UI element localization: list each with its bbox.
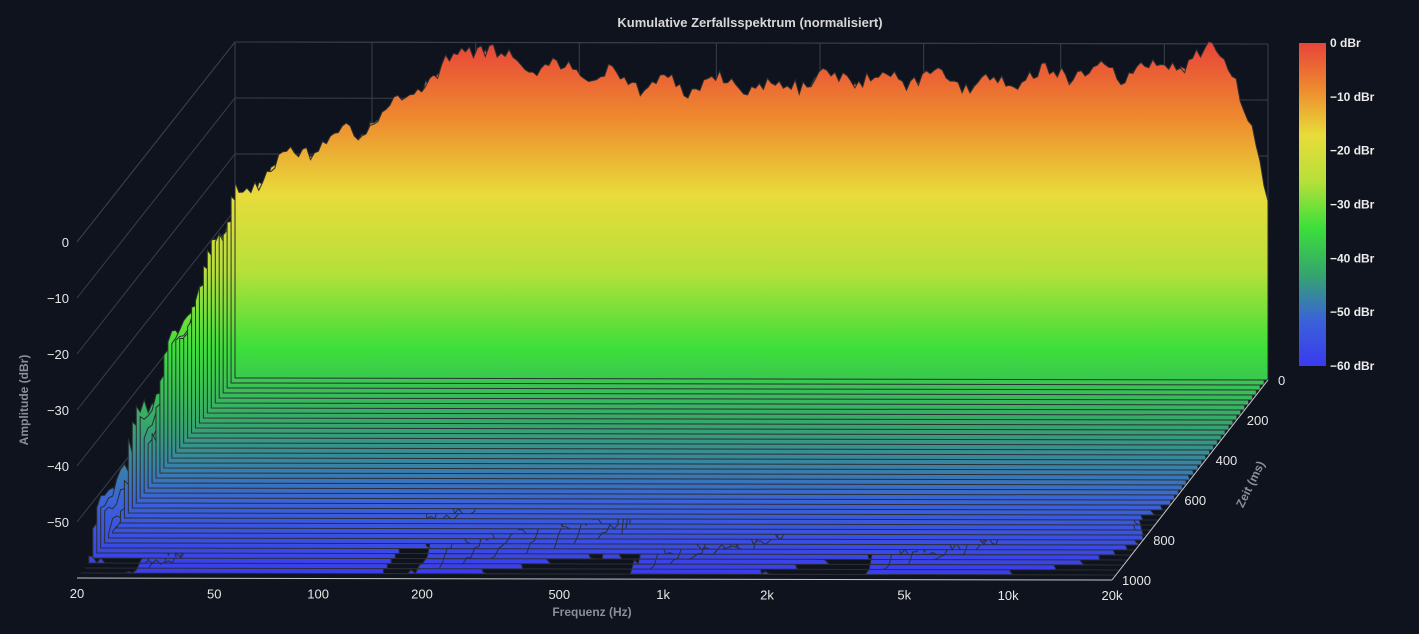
colorbar-tick-label: 0 dBr bbox=[1330, 36, 1361, 50]
colorbar-tick-label: −40 dBr bbox=[1330, 251, 1375, 265]
colorbar-tick-labels: 0 dBr −10 dBr −20 dBr −30 dBr −40 dBr −50 dBr… bbox=[1330, 36, 1375, 373]
z-tick-label: 1000 bbox=[1122, 573, 1151, 588]
x-tick-label: 2k bbox=[760, 587, 774, 602]
z-tick-label: 400 bbox=[1216, 453, 1238, 468]
y-tick-label: 0 bbox=[62, 235, 69, 250]
decay-slice-0ms bbox=[234, 41, 1269, 381]
z-tick-label: 800 bbox=[1153, 533, 1175, 548]
z-tick-label: 0 bbox=[1278, 373, 1285, 388]
x-tick-label: 200 bbox=[411, 587, 433, 602]
decay-slices bbox=[80, 41, 1269, 576]
front-axes bbox=[76, 379, 1269, 581]
colorbar-tick-label: −20 dBr bbox=[1330, 144, 1375, 158]
chart-title: Kumulative Zerfallsspektrum (normalisier… bbox=[617, 15, 882, 30]
z-axis-line bbox=[1111, 379, 1269, 581]
x-tick-label: 20 bbox=[70, 586, 84, 601]
x-tick-label: 1k bbox=[656, 587, 670, 602]
colorbar-tick-label: −30 dBr bbox=[1330, 198, 1375, 212]
colorbar-tick-label: −50 dBr bbox=[1330, 305, 1375, 319]
y-tick-labels: 0 −10 −20 −30 −40 −50 bbox=[47, 235, 69, 530]
x-tick-label: 20k bbox=[1102, 588, 1123, 603]
z-tick-label: 600 bbox=[1184, 493, 1206, 508]
x-tick-label: 10k bbox=[998, 588, 1019, 603]
x-axis-label: Frequenz (Hz) bbox=[552, 605, 631, 619]
colorbar-tick-label: −60 dBr bbox=[1330, 359, 1375, 373]
y-axis-label: Amplitude (dBr) bbox=[17, 355, 31, 446]
z-axis-label: Zeit (ms) bbox=[1233, 459, 1268, 510]
y-tick-label: −20 bbox=[47, 347, 69, 362]
y-tick-label: −40 bbox=[47, 459, 69, 474]
x-tick-label: 50 bbox=[207, 586, 221, 601]
colorbar-gradient bbox=[1299, 43, 1326, 366]
y-tick-label: −10 bbox=[47, 291, 69, 306]
colorbar: 0 dBr −10 dBr −20 dBr −30 dBr −40 dBr −50 dBr… bbox=[1299, 36, 1375, 373]
x-tick-label: 500 bbox=[548, 587, 570, 602]
x-tick-labels: 20 50 100 200 500 1k 2k 5k 10k 20k bbox=[70, 586, 1123, 603]
z-tick-label: 200 bbox=[1247, 413, 1269, 428]
x-tick-label: 100 bbox=[307, 586, 329, 601]
y-tick-label: −30 bbox=[47, 403, 69, 418]
z-tick-labels: 0 200 400 600 800 1000 bbox=[1122, 373, 1285, 588]
colorbar-tick-label: −10 dBr bbox=[1330, 90, 1375, 104]
x-axis-line bbox=[76, 577, 1113, 581]
x-tick-label: 5k bbox=[897, 588, 911, 603]
y-tick-label: −50 bbox=[47, 515, 69, 530]
